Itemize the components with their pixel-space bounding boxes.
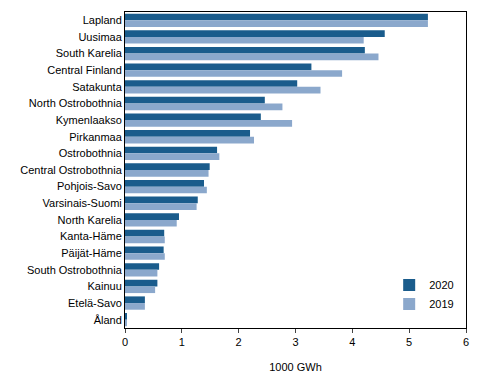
svg-text:4: 4 xyxy=(349,336,355,348)
svg-text:Varsinais-Suomi: Varsinais-Suomi xyxy=(43,197,122,209)
svg-text:Satakunta: Satakunta xyxy=(72,81,122,93)
svg-text:2019: 2019 xyxy=(429,298,453,310)
svg-text:Uusimaa: Uusimaa xyxy=(78,31,122,43)
svg-text:0: 0 xyxy=(122,336,128,348)
svg-text:Kainuu: Kainuu xyxy=(88,280,122,292)
svg-text:6: 6 xyxy=(463,336,469,348)
svg-text:Central Finland: Central Finland xyxy=(47,64,122,76)
svg-text:Pirkanmaa: Pirkanmaa xyxy=(69,131,122,143)
svg-text:South Karelia: South Karelia xyxy=(56,47,123,59)
svg-text:3: 3 xyxy=(292,336,298,348)
svg-text:1000 GWh: 1000 GWh xyxy=(269,361,322,373)
svg-text:5: 5 xyxy=(406,336,412,348)
svg-text:Päijät-Häme: Päijät-Häme xyxy=(61,247,122,259)
svg-text:North Ostrobothnia: North Ostrobothnia xyxy=(29,97,123,109)
svg-text:2020: 2020 xyxy=(429,279,453,291)
svg-text:Pohjois-Savo: Pohjois-Savo xyxy=(57,180,122,192)
svg-text:Ostrobothnia: Ostrobothnia xyxy=(59,147,123,159)
svg-text:North Karelia: North Karelia xyxy=(58,214,123,226)
svg-text:South Ostrobothnia: South Ostrobothnia xyxy=(27,264,123,276)
svg-text:Kanta-Häme: Kanta-Häme xyxy=(60,230,122,242)
svg-text:Kymenlaakso: Kymenlaakso xyxy=(56,114,122,126)
svg-text:1: 1 xyxy=(179,336,185,348)
svg-text:Lapland: Lapland xyxy=(83,14,122,26)
svg-text:2: 2 xyxy=(236,336,242,348)
svg-text:Central Ostrobothnia: Central Ostrobothnia xyxy=(20,164,122,176)
svg-text:Åland: Åland xyxy=(94,314,122,326)
svg-text:Etelä-Savo: Etelä-Savo xyxy=(68,297,122,309)
